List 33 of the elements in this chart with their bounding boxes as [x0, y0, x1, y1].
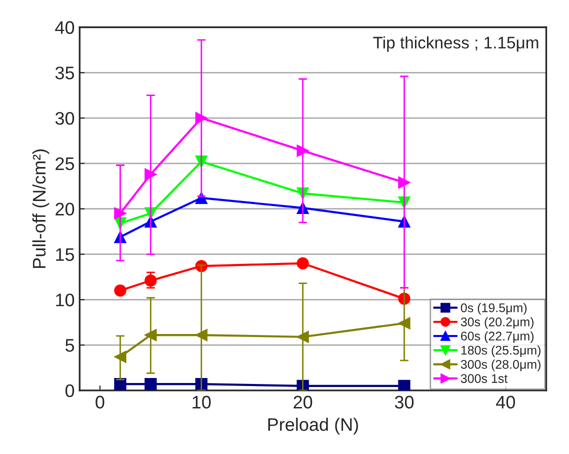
y-tick-label: 30: [55, 112, 74, 125]
y-tick-label: 20: [56, 202, 74, 216]
x-tick-label: 30: [394, 396, 414, 409]
point: [398, 317, 410, 330]
point: [296, 144, 309, 157]
x-tick-label: 0: [96, 396, 104, 409]
legend-label: 30s (20.2μm): [460, 317, 534, 329]
y-tick-label: 25: [56, 157, 74, 170]
x-tick-label: 20: [294, 396, 312, 409]
legend-label: 300s 1st: [460, 374, 508, 383]
x-tick-label: 40: [496, 396, 516, 409]
point: [114, 284, 126, 297]
x-tick-label: 10: [192, 396, 211, 409]
point: [398, 380, 410, 390]
y-tick-label: 5: [65, 339, 74, 352]
y-axis-title: Pull-off (N/cm²): [32, 149, 50, 268]
point: [114, 378, 126, 390]
legend-label: 300s (28.0μm): [460, 360, 540, 372]
y-tick-label: 40: [55, 21, 74, 34]
y-tick-label: 15: [56, 248, 74, 261]
x-axis-title: Preload (N): [268, 418, 358, 435]
point: [114, 350, 126, 363]
point: [195, 328, 208, 342]
y-tick-label: 0: [65, 384, 74, 398]
y-tick-label: 35: [55, 66, 74, 80]
y-tick-label: 10: [56, 294, 74, 306]
point: [296, 257, 309, 270]
point: [144, 378, 157, 390]
legend-label: 180s (25.5μm): [461, 345, 540, 358]
legend-label: 0s (19.5μm): [460, 303, 527, 315]
point: [398, 176, 410, 189]
legend-label: 60s (22.7μm): [461, 331, 534, 343]
annotation: Tip thickness ; 1.15μm: [373, 36, 538, 52]
